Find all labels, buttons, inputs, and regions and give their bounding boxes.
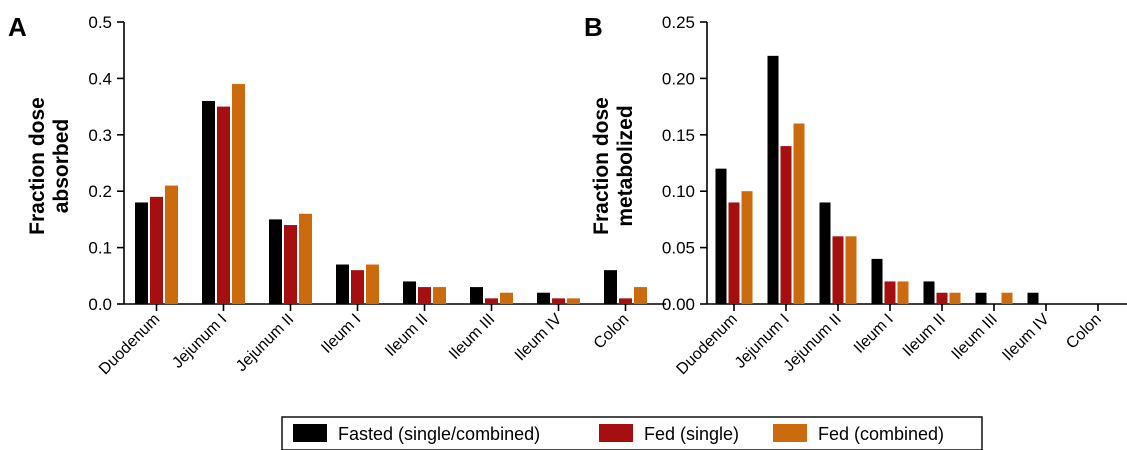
panel-a-bar-fasted [470, 287, 483, 304]
panel-a-ylabel-line-1: Fraction dose [26, 97, 49, 235]
panel-b-ylabel: Fraction dose metabolized [590, 97, 637, 235]
panel-a-bar-fed-combined [500, 292, 513, 304]
panel-b-category-label: Ileum II [900, 311, 949, 360]
panel-b-bar-fasted [1027, 292, 1039, 304]
panel-b-bar-fed-single [780, 146, 792, 304]
panel-b-bar-fasted [923, 281, 935, 304]
panel-a-category-label: Duodenum [96, 311, 163, 378]
panel-b-bar-fed-combined [793, 123, 805, 305]
panel-a-bar-fed-single [217, 106, 230, 304]
panel-a-bar-fasted [604, 270, 617, 304]
panel-a-bar-fed-combined [366, 264, 379, 304]
panel-a-bar-fasted [537, 292, 550, 304]
panel-a-ytick-label: 0.0 [88, 295, 112, 314]
panel-b-ytick-label: 0.15 [662, 126, 695, 145]
panel-a-bar-fed-combined [567, 298, 580, 304]
panel-b-category-label: Colon [1063, 311, 1105, 353]
legend-swatch-fed-combined [773, 424, 807, 442]
panel-a-bar-fasted [269, 219, 282, 304]
panel-b-bar-fed-combined [1001, 292, 1013, 304]
panel-a-bar-fed-single [619, 298, 632, 304]
panel-b-bar-fasted [819, 202, 831, 304]
panel-b-category-label: Ileum I [851, 311, 897, 357]
panel-b-category-label: Ileum III [949, 311, 1001, 363]
panel-a-bar-fed-single [418, 287, 431, 304]
panel-a-bar-fed-combined [299, 213, 312, 304]
panel-b-ylabel-line-1: Fraction dose [590, 97, 613, 235]
panel-a-plot: 0.0 0.1 0.2 0.3 0.4 0.5 Duodenum Jejunum I Jejun… [88, 13, 666, 378]
panel-a: A Fraction dose absorbed 0.0 0.1 0.2 0.3 0.4… [8, 12, 666, 378]
panel-b-bar-fasted [975, 292, 987, 304]
panel-b-ylabel-line-2: metabolized [614, 105, 637, 226]
panel-a-bar-fed-combined [433, 287, 446, 304]
panel-a-category-label: Jejunum I [169, 311, 230, 372]
panel-b-plot: 0.000.050.100.150.200.25DuodenumJejunum … [662, 13, 1127, 378]
panel-a-ytick-label: 0.5 [88, 13, 112, 32]
panel-b-ytick-label: 0.00 [662, 295, 695, 314]
legend-label-fed-single: Fed (single) [644, 424, 739, 444]
panel-a-bar-fed-combined [232, 84, 245, 304]
legend-label-fed-combined: Fed (combined) [818, 424, 944, 444]
panel-a-bar-fed-single [150, 196, 163, 304]
panel-b-letter: B [584, 12, 603, 42]
panel-b-bar-fed-combined [949, 292, 961, 304]
panel-a-bar-fasted [403, 281, 416, 304]
panel-a-bar-fasted [135, 202, 148, 304]
panel-b-category-label: Duodenum [673, 311, 740, 378]
panel-a-bar-fed-combined [165, 185, 178, 304]
legend: Fasted (single/combined) Fed (single) Fe… [281, 416, 983, 450]
panel-a-ytick-label: 0.4 [88, 69, 112, 88]
panel-a-category-label: Ileum I [318, 311, 364, 357]
panel-a-bar-fed-single [552, 298, 565, 304]
panel-a-category-label: Ileum II [382, 311, 431, 360]
panel-b-category-label: Ileum IV [999, 311, 1053, 365]
legend-label-fasted: Fasted (single/combined) [338, 424, 540, 444]
panel-b-bar-fed-single [728, 202, 740, 304]
panel-a-bar-fed-single [284, 225, 297, 304]
panel-a-bar-fed-combined [634, 287, 647, 304]
panel-b-ytick-label: 0.20 [662, 69, 695, 88]
panel-b-ytick-label: 0.25 [662, 13, 695, 32]
panel-b-bar-fed-combined [741, 191, 753, 304]
panel-a-ylabel-line-2: absorbed [50, 119, 73, 214]
panel-a-category-label: Ileum III [446, 311, 498, 363]
panel-b-bar-fasted [871, 258, 883, 304]
panel-b-bar-fed-single [936, 292, 948, 304]
legend-swatch-fed-single [599, 424, 633, 442]
panel-a-letter: A [8, 12, 27, 42]
panel-b: B Fraction dose metabolized 0.00 0.05 0.10… [584, 12, 1127, 378]
panel-b-bar-fasted [715, 168, 727, 304]
panel-b-bar-fed-single [884, 281, 896, 304]
panel-b-bar-fasted [767, 55, 779, 305]
panel-b-ytick-label: 0.10 [662, 182, 695, 201]
panel-b-ytick-label: 0.05 [662, 239, 695, 258]
panel-b-bar-fed-single [832, 236, 844, 304]
panel-a-ytick-label: 0.3 [88, 126, 112, 145]
panel-a-category-label: Ileum IV [512, 311, 566, 365]
panel-a-ytick-label: 0.1 [88, 239, 112, 258]
panel-b-bar-fed-combined [897, 281, 909, 304]
panel-a-ytick-label: 0.2 [88, 182, 112, 201]
panel-a-ylabel: Fraction dose absorbed [26, 97, 73, 235]
panel-a-bar-fed-single [485, 298, 498, 304]
panel-b-bar-fed-combined [845, 236, 857, 304]
panel-a-category-label: Jejunum II [233, 311, 297, 375]
panel-a-bar-fasted [336, 264, 349, 304]
legend-swatch-fasted [293, 424, 327, 442]
panel-a-bar-fed-single [351, 270, 364, 304]
panel-a-category-label: Colon [591, 311, 633, 353]
panel-a-bar-fasted [202, 100, 215, 305]
